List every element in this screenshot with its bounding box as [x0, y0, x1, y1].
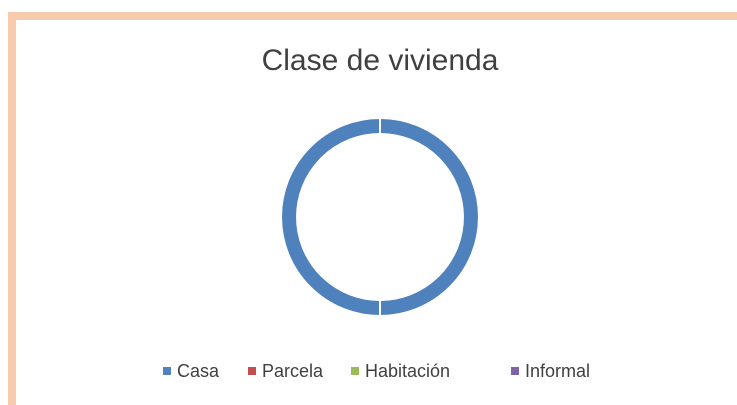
legend-label: Habitación: [365, 361, 450, 381]
legend-swatch: [248, 367, 256, 375]
legend-swatch: [511, 367, 519, 375]
legend-swatch: [163, 367, 171, 375]
legend-label: Informal: [525, 361, 590, 381]
chart-frame: [8, 12, 737, 405]
legend-label: Parcela: [262, 361, 324, 381]
legend-swatch: [351, 367, 359, 375]
doughnut-slice: [280, 116, 480, 318]
legend-label: Casa: [177, 361, 220, 381]
chart-title: Clase de vivienda: [262, 44, 499, 77]
